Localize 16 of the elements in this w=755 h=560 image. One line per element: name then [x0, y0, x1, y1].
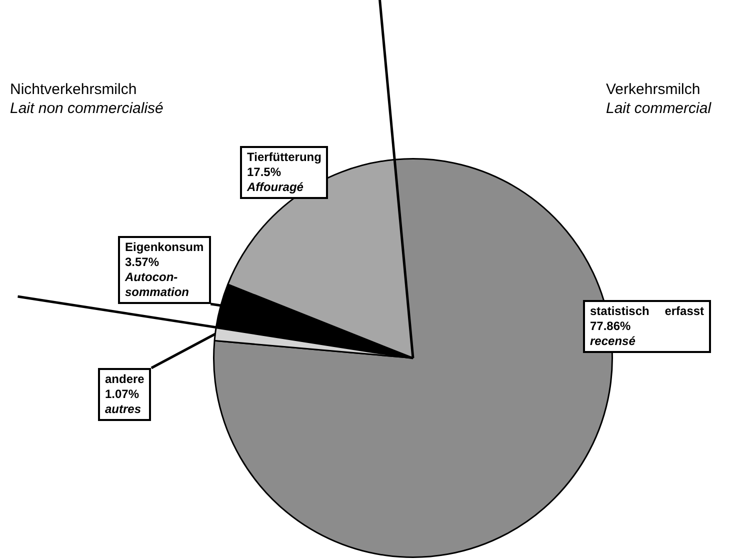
- data-label: 17.5%: [247, 165, 282, 180]
- data-label: 1.07%: [105, 387, 140, 402]
- slice-label: andere: [105, 372, 144, 387]
- text: recensé: [590, 334, 636, 349]
- text: autres: [105, 402, 142, 417]
- text: Autocon-sommation: [125, 270, 190, 300]
- text: Verkehrsmilch: [606, 80, 700, 99]
- text: Lait non commercialisé: [10, 99, 164, 118]
- text: Lait commercial: [606, 99, 712, 118]
- data-label: 77.86%: [590, 319, 632, 334]
- text: Affouragé: [247, 180, 304, 195]
- slice-label: Eigenkonsum: [125, 240, 204, 255]
- text: Nichtverkehrsmilch: [10, 80, 137, 99]
- slice-label: statistisch erfasst: [590, 304, 704, 319]
- slice-label: Tierfütterung: [247, 150, 322, 165]
- data-label: 3.57%: [125, 255, 160, 270]
